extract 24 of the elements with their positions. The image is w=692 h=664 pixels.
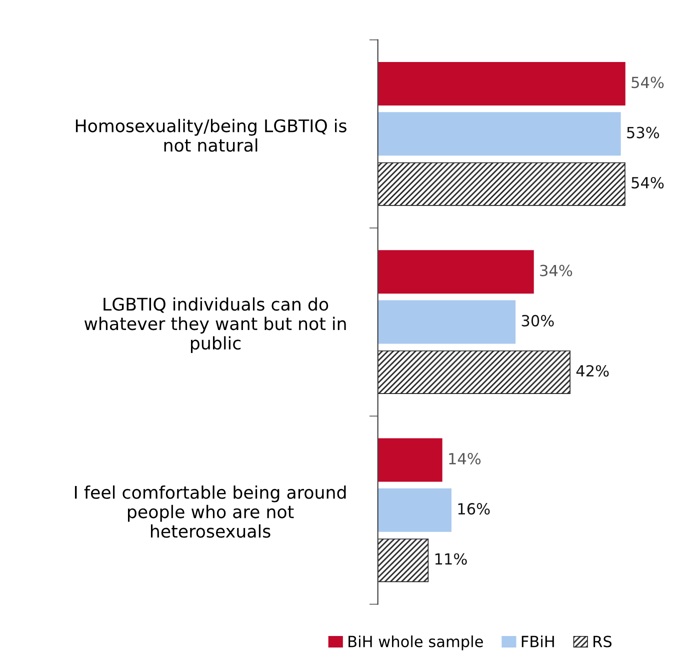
bar	[378, 488, 452, 532]
bar	[378, 62, 626, 106]
data-label: 54%	[632, 76, 664, 88]
bar	[378, 350, 570, 394]
legend-label: FBiH	[522, 635, 554, 648]
legend-label: RS	[594, 636, 612, 648]
y-tick-label: LGBTIQ individuals can do whatever they want but not in public	[84, 297, 346, 354]
data-label: 42%	[576, 365, 609, 377]
y-tick-label: Homosexuality/being LGBTIQ is not natural	[76, 118, 346, 152]
y-tick-label: I feel comfortable being around people who are not heterosexuals	[74, 485, 346, 538]
data-label: 53%	[627, 126, 660, 138]
data-label: 34%	[540, 264, 572, 276]
data-label: 30%	[522, 314, 554, 326]
legend-label: BiH whole sample	[348, 635, 483, 650]
bar	[378, 112, 621, 156]
data-label: 11%	[435, 553, 467, 565]
bar	[378, 300, 516, 344]
bar	[378, 162, 626, 206]
bar	[378, 538, 429, 582]
bar	[378, 250, 534, 294]
data-label: 16%	[458, 503, 490, 515]
data-label: 14%	[449, 452, 481, 464]
data-label: 54%	[632, 176, 664, 189]
bar	[378, 438, 442, 482]
